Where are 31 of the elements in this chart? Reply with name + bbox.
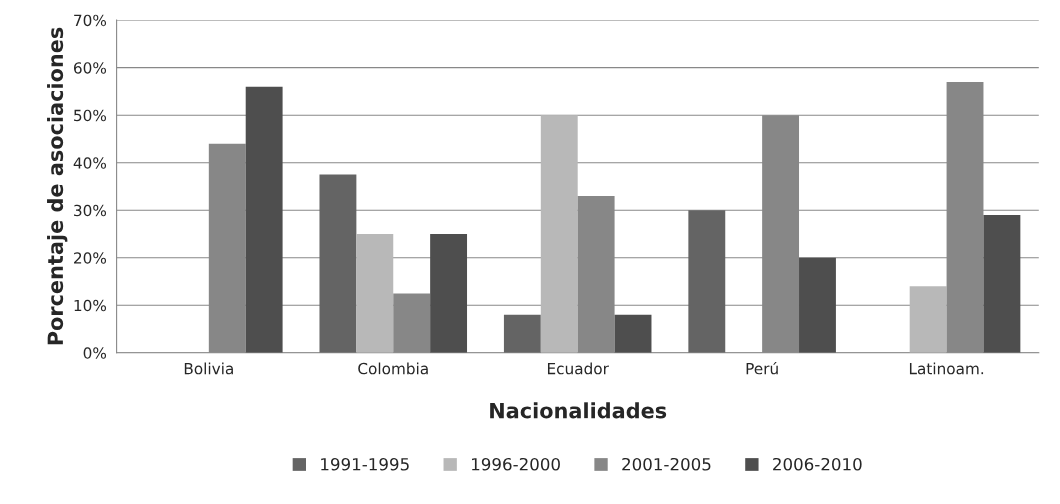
bar (614, 314, 652, 353)
legend-label: 2001-2005 (622, 457, 711, 471)
bar (540, 115, 578, 353)
y-tick-label: 0% (83, 347, 107, 359)
bar (799, 257, 836, 353)
bar (909, 286, 947, 353)
y-axis-title: Porcentaje de asociaciones (47, 27, 68, 345)
y-tick-label: 20% (74, 252, 107, 264)
x-tick-label: Ecuador (547, 362, 609, 375)
bar (688, 210, 726, 353)
x-tick-label: Perú (746, 361, 778, 375)
legend-label: 1996-2000 (472, 457, 560, 471)
bar (245, 86, 283, 353)
y-tick-label: 70% (74, 14, 107, 27)
y-tick-label: 30% (74, 204, 107, 217)
legend-label: 1991-1995 (321, 457, 409, 471)
x-tick-label: Latinoam. (909, 362, 984, 375)
bar (356, 234, 394, 353)
x-tick-label: Colombia (358, 362, 428, 375)
bar (319, 174, 357, 353)
x-axis-title: Nacionalidades (490, 402, 667, 419)
bar (503, 314, 541, 353)
y-tick-label: 10% (74, 299, 107, 312)
x-tick-label: Bolivia (184, 362, 233, 375)
y-tick-label: 40% (73, 157, 107, 169)
bar (393, 293, 431, 353)
legend-label: 2006-2010 (773, 457, 862, 471)
bar (983, 214, 1021, 353)
y-tick-label: 50% (74, 109, 107, 122)
bar (430, 234, 468, 353)
y-tick-label: 60% (73, 62, 107, 74)
